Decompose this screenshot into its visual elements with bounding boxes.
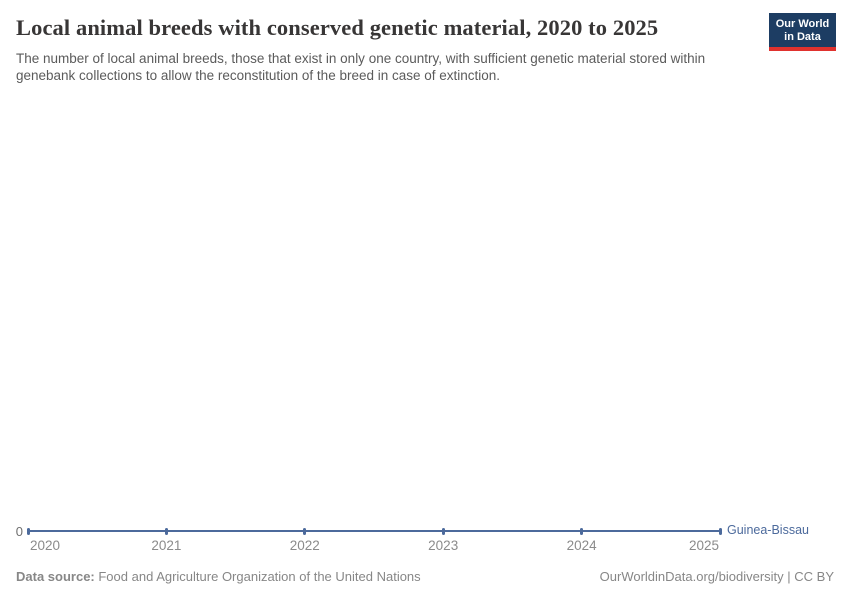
x-axis-tick-label: 2020: [30, 538, 61, 553]
data-point-marker[interactable]: [580, 527, 584, 535]
x-axis-tick-label: 2021: [151, 538, 182, 553]
data-point-marker[interactable]: [303, 527, 307, 535]
data-source-note: Data source: Food and Agriculture Organi…: [16, 569, 421, 584]
page-title: Local animal breeds with conserved genet…: [16, 15, 659, 40]
x-axis-tick-label: 2025: [688, 538, 719, 553]
x-axis-tick-label: 2024: [566, 538, 597, 553]
data-source-label: Data source:: [16, 569, 95, 584]
data-source-text: Food and Agriculture Organization of the…: [94, 569, 421, 584]
data-point-marker[interactable]: [164, 527, 168, 535]
owid-logo[interactable]: Our World in Data: [769, 13, 836, 51]
x-axis-tick-label: 2022: [289, 538, 320, 553]
data-point-marker[interactable]: [718, 527, 722, 535]
x-axis-tick-label: 2023: [428, 538, 459, 553]
chart-footer: Data source: Food and Agriculture Organi…: [16, 569, 834, 584]
owid-logo-line2: in Data: [784, 31, 821, 43]
series-line-guinea-bissau[interactable]: [28, 530, 720, 532]
y-axis-tick-label: 0: [15, 524, 23, 539]
attribution-link[interactable]: OurWorldinData.org/biodiversity | CC BY: [599, 569, 834, 584]
owid-logo-line1: Our World: [775, 18, 830, 30]
series-label-guinea-bissau[interactable]: Guinea-Bissau: [727, 523, 809, 537]
data-point-marker[interactable]: [26, 527, 30, 535]
data-point-marker[interactable]: [441, 527, 445, 535]
chart-subtitle: The number of local animal breeds, those…: [16, 51, 706, 83]
